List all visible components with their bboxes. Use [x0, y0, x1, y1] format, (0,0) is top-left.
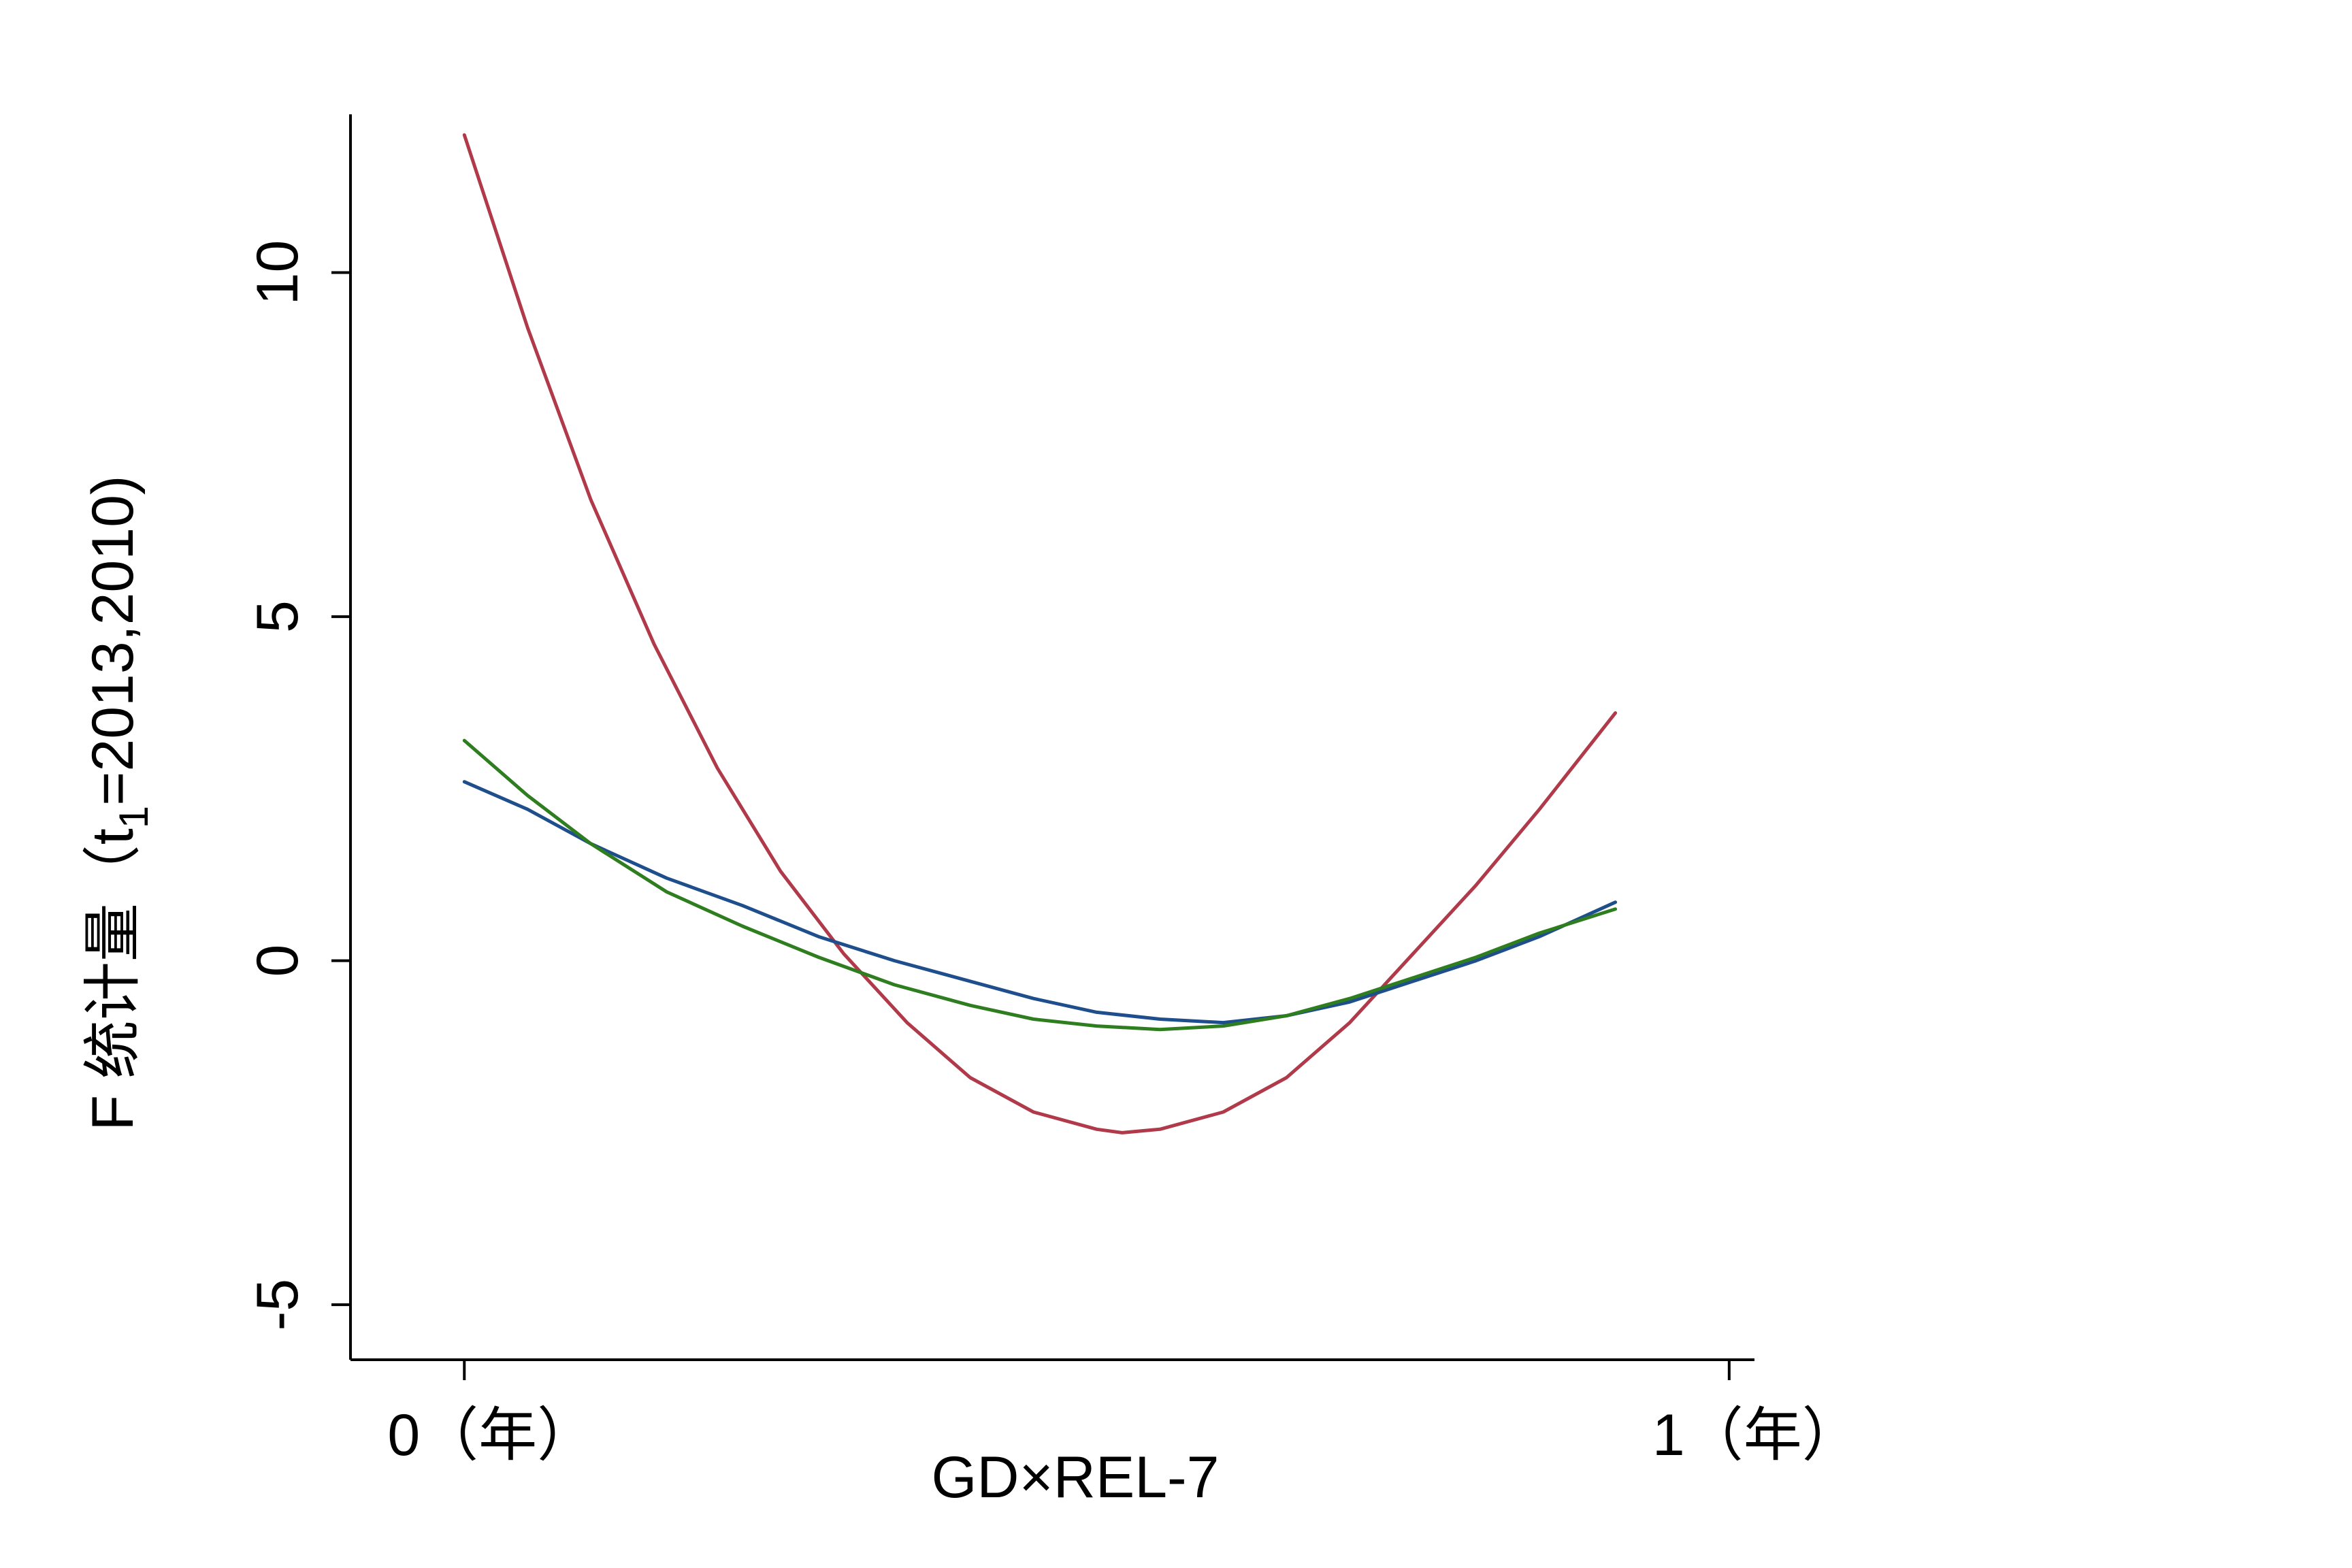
series-layer [462, 133, 1618, 1134]
x-axis-ticks: 0（年） 1（年） [387, 1360, 1861, 1468]
x-tick-label: 0（年） [387, 1403, 595, 1468]
y-axis-title-group: F 统计量（t1=2013,2010) [80, 475, 157, 1130]
y-tick-label: -5 [245, 1279, 310, 1330]
y-axis-title-subscript: 1 [111, 806, 157, 828]
y-axis-title: F 统计量（t1=2013,2010) [80, 475, 157, 1130]
series-line-3 [462, 738, 1618, 1032]
series-line-1 [462, 133, 1618, 1134]
y-axis-title-main: F 统计量（t [80, 828, 146, 1130]
y-tick-label: 5 [245, 600, 310, 633]
y-axis-title-end: =2013,2010) [80, 475, 146, 805]
x-tick-label: 1（年） [1652, 1403, 1861, 1468]
y-tick-label: 0 [245, 945, 310, 977]
series-line-2 [462, 780, 1618, 1025]
y-axis-ticks: -5 0 5 10 [245, 240, 350, 1330]
y-tick-label: 10 [245, 240, 310, 306]
x-axis-title: GD×REL-7 [932, 1445, 1220, 1510]
